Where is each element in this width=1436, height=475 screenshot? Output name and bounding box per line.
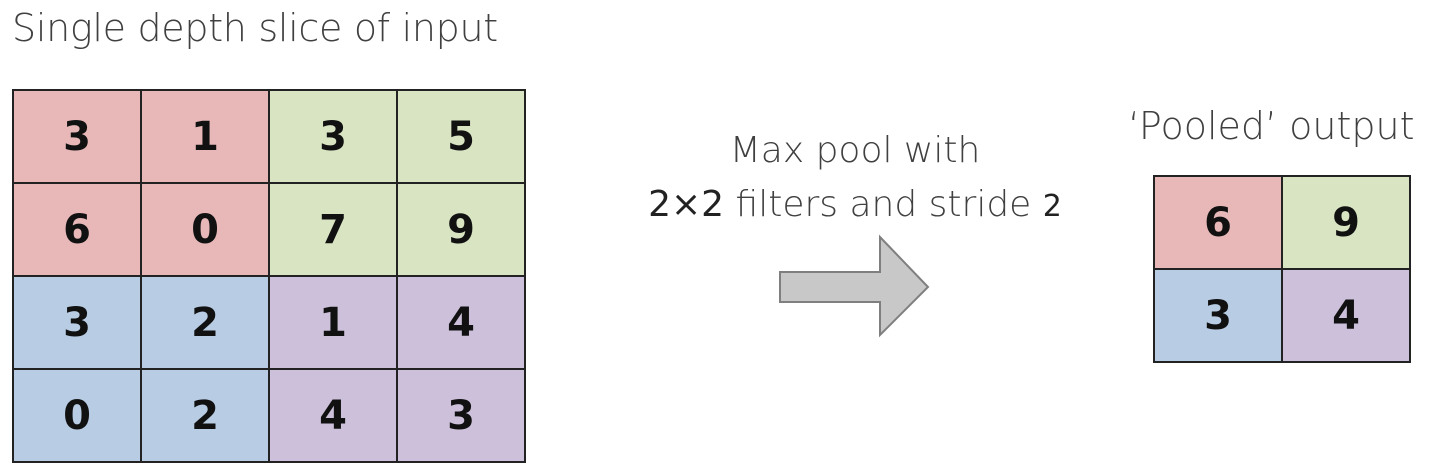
operation-caption-line2: 2×2 filters and stride 2 — [630, 184, 1080, 225]
input-title: Single depth slice of input — [12, 6, 498, 50]
input-cell-r1c4: 5 — [398, 91, 526, 184]
output-cell-r1c1: 6 — [1155, 177, 1283, 270]
input-cell-r2c2: 0 — [142, 184, 270, 277]
input-cell-r4c1: 0 — [14, 370, 142, 463]
output-cell-r2c1: 3 — [1155, 270, 1283, 363]
right-arrow-icon — [779, 234, 930, 338]
stride-value: 2 — [1042, 189, 1062, 224]
input-cell-r1c2: 1 — [142, 91, 270, 184]
input-cell-r2c3: 7 — [270, 184, 398, 277]
output-cell-r1c2: 9 — [1283, 177, 1411, 270]
input-cell-r3c3: 1 — [270, 277, 398, 370]
input-cell-r3c4: 4 — [398, 277, 526, 370]
input-cell-r4c2: 2 — [142, 370, 270, 463]
filter-size: 2×2 — [648, 184, 725, 225]
output-title: ‘Pooled’ output — [1128, 104, 1415, 148]
input-cell-r3c1: 3 — [14, 277, 142, 370]
operation-caption-text: filters and stride — [724, 184, 1043, 225]
input-cell-r1c1: 3 — [14, 91, 142, 184]
input-cell-r2c4: 9 — [398, 184, 526, 277]
operation-caption-line1: Max pool with — [729, 130, 981, 171]
input-cell-r4c3: 4 — [270, 370, 398, 463]
input-cell-r4c4: 3 — [398, 370, 526, 463]
input-cell-r2c1: 6 — [14, 184, 142, 277]
input-cell-r3c2: 2 — [142, 277, 270, 370]
input-cell-r1c3: 3 — [270, 91, 398, 184]
output-cell-r2c2: 4 — [1283, 270, 1411, 363]
